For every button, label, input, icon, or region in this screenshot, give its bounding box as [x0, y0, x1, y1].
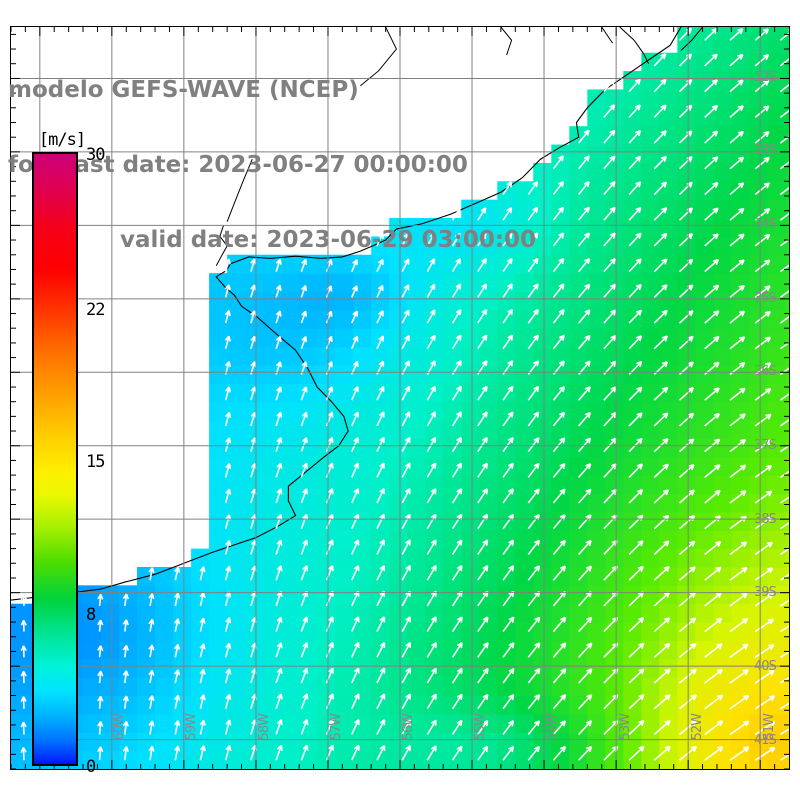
lat-label-36s: 36S — [754, 364, 777, 380]
colorbar-tick-30: 30 — [86, 145, 106, 165]
map-plot-area[interactable] — [10, 26, 790, 770]
valid-date-title: valid date: 2023-06-29 03:00:00 — [119, 227, 537, 253]
lat-label-39s: 39S — [754, 585, 777, 601]
colorbar-tick-15: 15 — [86, 452, 106, 472]
map-field-wrapper — [11, 27, 789, 769]
lon-label-58w: 58W — [256, 714, 272, 741]
colorbar-gradient — [32, 152, 78, 766]
lat-label-37s: 37S — [754, 437, 777, 453]
lon-label-60w: 60W — [112, 714, 128, 741]
figure-title-block: modelo GEFS-WAVE (NCEP) forecast date: 2… — [8, 28, 648, 303]
lon-label-53w: 53W — [617, 714, 633, 741]
lon-label-56w: 56W — [401, 714, 416, 741]
lon-label-59w: 59W — [184, 714, 200, 741]
colorbar-tick-0: 0 — [86, 757, 96, 777]
lon-label-52w: 52W — [689, 714, 705, 741]
lon-label-57w: 57W — [328, 714, 344, 741]
lat-label-38s: 38S — [754, 511, 777, 527]
lon-label-55w: 55W — [473, 714, 489, 741]
model-title: modelo GEFS-WAVE (NCEP) — [8, 77, 359, 103]
lat-label-35s: 35S — [754, 290, 777, 306]
lat-label-41s: 41S — [754, 732, 777, 748]
colorbar-tick-8: 8 — [86, 605, 96, 625]
lat-label-34s: 34S — [754, 216, 777, 232]
colorbar-tick-22: 22 — [86, 300, 106, 320]
axis-tick-layer — [11, 27, 789, 769]
lat-label-33s: 33S — [754, 143, 777, 159]
lon-label-54w: 54W — [545, 714, 561, 741]
colorbar-unit-label: [m/s] — [38, 130, 86, 150]
lat-label-32s: 32S — [754, 69, 777, 85]
lat-label-40s: 40S — [754, 658, 777, 674]
